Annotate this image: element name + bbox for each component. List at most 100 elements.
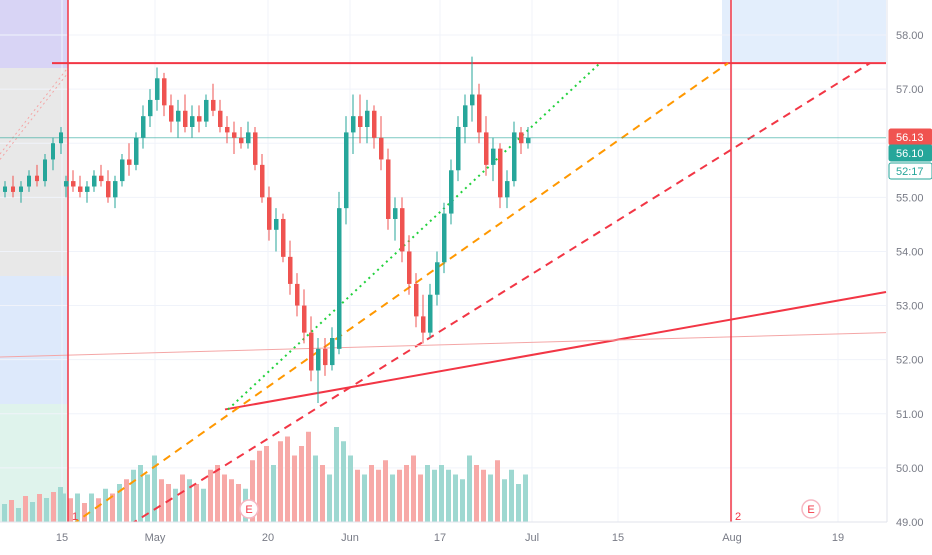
candle-body [365, 110, 370, 127]
volume-bar [320, 465, 325, 522]
volume-bar [509, 469, 514, 522]
volume-bar [460, 479, 465, 522]
trend-line-rising-support[interactable] [224, 291, 887, 411]
volume-bar [30, 502, 35, 522]
candle-body [211, 99, 216, 111]
candle-body [477, 94, 482, 133]
candle-body [176, 110, 181, 122]
candle-body [519, 132, 524, 144]
volume-bar [432, 469, 437, 522]
volume-bar [82, 503, 87, 522]
candle-body [330, 338, 335, 366]
volume-bar [110, 493, 115, 522]
trend-line-leadin [0, 67, 69, 155]
volume-bar [299, 446, 304, 522]
candle-body [232, 132, 237, 138]
volume-bar [404, 465, 409, 522]
volume-bar [362, 474, 367, 522]
volume-bar [229, 479, 234, 522]
volume-bar [187, 479, 192, 522]
candle-body [113, 181, 118, 198]
volume-bar [425, 465, 430, 522]
volume-bar [2, 504, 7, 522]
volume-bar [236, 484, 241, 522]
volume-bar [418, 474, 423, 522]
volume-bar [23, 496, 28, 522]
time-tick-label: 15 [612, 532, 624, 544]
candle-body [127, 159, 132, 165]
volume-bar [306, 431, 311, 522]
price-tick-label: 57.00 [896, 84, 924, 96]
volume-bar [215, 465, 220, 522]
vertical-marker-label: 2 [735, 511, 741, 523]
volume-bar [9, 500, 14, 522]
candles-layer [3, 56, 531, 403]
zone-blue [0, 276, 68, 404]
candle-body [428, 294, 433, 333]
volume-bar [474, 465, 479, 522]
volume-bar [495, 460, 500, 522]
price-tick-label: 53.00 [896, 301, 924, 313]
price-tick-label: 49.00 [896, 517, 924, 529]
trend-line-fan-line-orange[interactable] [71, 62, 729, 526]
volume-bar [313, 455, 318, 522]
candle-body [372, 110, 377, 138]
candle-body [148, 99, 153, 117]
event-badge[interactable] [239, 499, 259, 519]
event-badge[interactable] [801, 499, 821, 519]
volume-bar [355, 469, 360, 522]
candle-body [43, 159, 47, 182]
candle-body [169, 105, 174, 122]
time-tick-label: 20 [262, 532, 274, 544]
time-tick-label: Jul [525, 532, 539, 544]
trend-line-fan-line-green[interactable] [227, 62, 601, 411]
volume-bar [61, 493, 66, 522]
volume-bar [201, 488, 206, 522]
volume-bar [180, 474, 185, 522]
candle-body [204, 99, 209, 122]
candle-body [288, 256, 293, 284]
volume-layer [2, 427, 528, 522]
time-tick-label: Jun [341, 532, 359, 544]
candle-body [239, 137, 244, 144]
candle-body [78, 186, 83, 192]
candle-body [141, 116, 146, 138]
vertical-marker-label: 1 [72, 511, 78, 523]
trend-line-faint-trend[interactable] [0, 332, 887, 358]
price-axis-bg [887, 0, 932, 550]
price-tick-label: 51.00 [896, 409, 924, 421]
volume-bar [397, 469, 402, 522]
candle-body [484, 132, 489, 165]
volume-bar [257, 450, 262, 522]
candle-body [267, 197, 272, 230]
trend-line-leadin [0, 72, 69, 160]
zone-target-box [722, 0, 886, 62]
candle-body [260, 164, 265, 198]
volume-bar [117, 484, 122, 522]
candle-body [197, 116, 202, 122]
time-tick-label: 17 [434, 532, 446, 544]
price-label-box [888, 144, 932, 162]
candle-body [351, 116, 356, 133]
volume-bar [194, 484, 199, 522]
candle-body [64, 181, 69, 187]
volume-bar [292, 455, 297, 522]
candle-body [253, 132, 258, 165]
volume-bar [481, 469, 486, 522]
candle-body [400, 208, 405, 252]
volume-bar [166, 484, 171, 522]
volume-bar [96, 498, 101, 522]
candle-body [106, 181, 111, 198]
background-layer [0, 0, 886, 522]
volume-bar [516, 484, 521, 522]
volume-bar [131, 469, 136, 522]
candle-body [337, 208, 342, 349]
volume-bar [44, 498, 49, 522]
trend-line-fan-line-red[interactable] [129, 62, 871, 526]
price-label-text: 56.10 [896, 148, 924, 160]
volume-bar [446, 469, 451, 522]
